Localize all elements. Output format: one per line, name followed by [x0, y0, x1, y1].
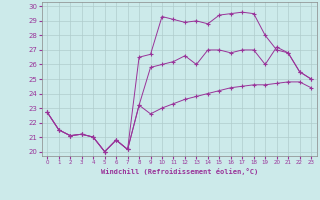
X-axis label: Windchill (Refroidissement éolien,°C): Windchill (Refroidissement éolien,°C): [100, 168, 258, 175]
